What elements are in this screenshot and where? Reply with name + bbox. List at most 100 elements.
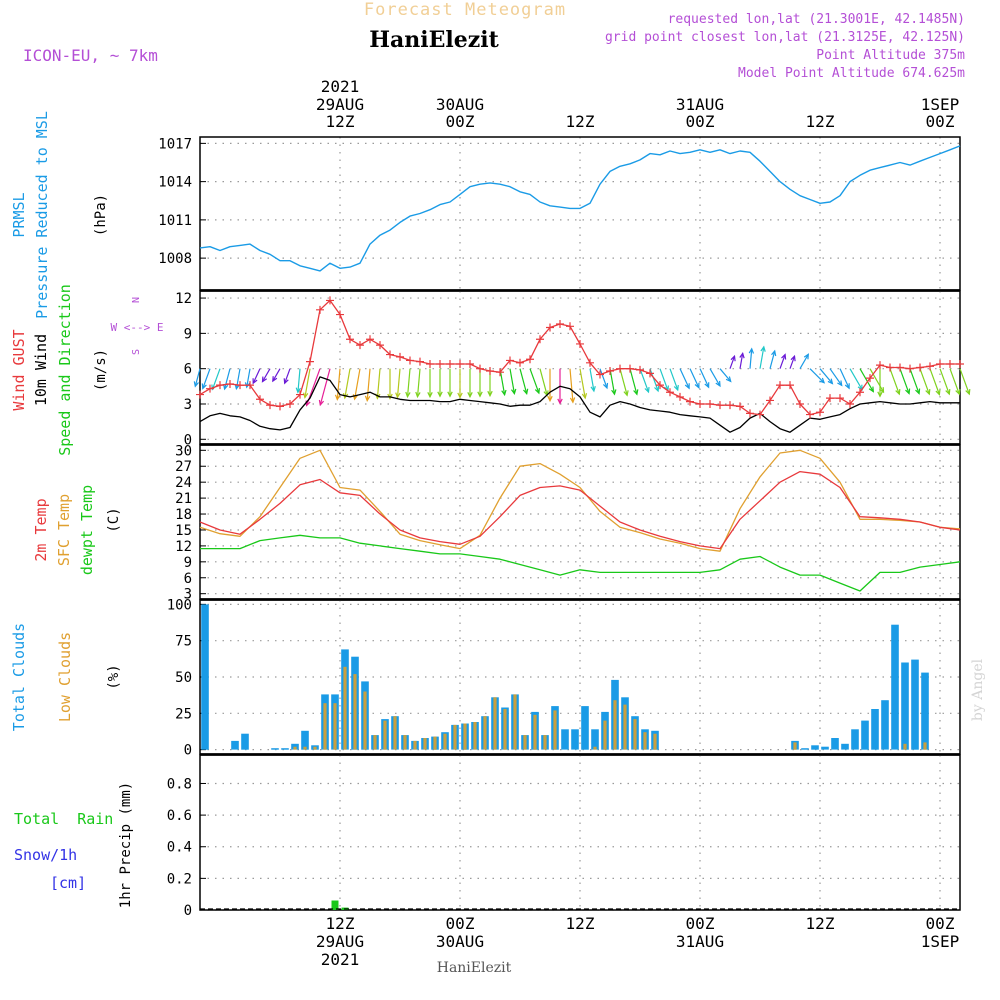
wind-direction-arrow <box>589 368 595 392</box>
wind-arrow-head <box>437 391 443 398</box>
wind-gust-marker <box>956 359 964 368</box>
wind-direction-arrow <box>889 368 900 395</box>
wind-direction-arrow <box>659 368 669 391</box>
y-tick-label: 75 <box>175 634 192 650</box>
wind-gust-marker <box>826 394 834 403</box>
wind-arrow-head <box>557 398 563 405</box>
wind-arrow-head <box>803 353 809 360</box>
wind-arrow-head <box>252 378 258 385</box>
wind-arrow-head <box>623 390 629 397</box>
wind-gust-marker <box>746 409 754 418</box>
wind-gust-marker <box>506 356 514 365</box>
total-clouds-bar <box>241 733 249 750</box>
low-clouds-bar <box>543 735 547 750</box>
wind-direction-arrow <box>223 368 231 390</box>
low-clouds-bar <box>653 733 657 750</box>
wind-gust-marker <box>776 381 784 390</box>
wind-arrow-head <box>790 354 796 362</box>
wind-arrow-head <box>395 392 401 399</box>
wind-arrow-head <box>334 394 341 401</box>
wind-arrow-head <box>644 387 650 394</box>
wind-gust-marker <box>586 358 594 367</box>
total-clouds-bar <box>861 720 869 750</box>
wind-direction-arrow <box>284 368 291 384</box>
wind-direction-arrow <box>639 368 650 393</box>
y-tick-label: 21 <box>175 491 192 507</box>
low-clouds-bar <box>603 720 607 750</box>
bottom-time-label: 12Z <box>566 914 595 933</box>
pressure-label-short: PRMSL <box>10 192 28 237</box>
wind-direction-arrow <box>336 368 341 400</box>
wind-gust-marker <box>596 370 604 379</box>
wind-gust-marker <box>886 363 894 372</box>
wind-arrow-head <box>581 393 588 400</box>
model-label: ICON-EU, ~ 7km <box>23 46 158 65</box>
wind-arrow-head <box>295 387 302 394</box>
wind-arrow-head <box>611 389 617 396</box>
requested-coords: requested lon,lat (21.3001E, 42.1485N) <box>668 12 965 27</box>
wind-gust-marker <box>906 364 914 373</box>
wind-arrow-head <box>819 377 826 384</box>
wind-gust-marker <box>646 369 654 378</box>
pressure-label-long: Pressure Reduced to MSL <box>33 111 51 319</box>
low-clouds-bar <box>633 719 637 750</box>
y-tick-label: 0 <box>184 743 192 759</box>
top-time-label: 12Z <box>806 112 835 131</box>
low-clouds-bar <box>363 691 367 750</box>
wind-gust-marker <box>856 388 864 397</box>
wind-gust-marker <box>496 368 504 377</box>
wind-direction-arrow <box>519 368 528 394</box>
low-clouds-bar <box>483 716 487 750</box>
wind-direction-arrow <box>689 368 700 388</box>
wind-arrow-head <box>905 388 911 395</box>
total-clouds-bar <box>821 746 829 750</box>
wind-direction-arrow <box>859 368 874 392</box>
low-clouds-bar <box>383 720 387 750</box>
panel-frame <box>199 599 961 755</box>
y-tick-label: 12 <box>175 539 192 555</box>
y-tick-label: 6 <box>184 362 192 378</box>
wind-gust-marker <box>316 305 324 314</box>
wind-gust-marker <box>526 355 534 364</box>
clouds-unit: (%) <box>106 664 122 689</box>
top-time-label: 00Z <box>446 112 475 131</box>
top-date-label: 29AUG <box>316 95 364 114</box>
wind-gust-marker <box>636 365 644 374</box>
wind-arrow-head <box>511 388 517 396</box>
total-clouds-bar <box>301 730 309 750</box>
y-tick-label: 6 <box>184 571 192 587</box>
wind-gust-marker <box>456 359 464 368</box>
y-tick-label: 100 <box>167 597 192 613</box>
wind-arrow-head <box>364 395 371 402</box>
low-clouds-bar <box>453 724 457 750</box>
total-clouds-bar <box>871 709 879 750</box>
wind-gust-marker <box>666 388 674 397</box>
bottom-time-label: 00Z <box>926 914 955 933</box>
wind-arrow-head <box>405 391 411 399</box>
wind-direction-arrow <box>406 368 411 397</box>
wind-arrow-head <box>654 385 660 393</box>
wind-arrow-head <box>501 389 507 397</box>
wind-gust-marker <box>376 341 384 350</box>
bottom-date-label: 31AUG <box>676 932 724 951</box>
top-date-label: 31AUG <box>676 95 724 114</box>
wind-arrow-head <box>877 391 883 398</box>
y-tick-label: 18 <box>175 507 192 523</box>
low-clouds-bar <box>313 746 317 750</box>
wind-direction-arrow <box>211 368 221 390</box>
wind-arrow-head <box>684 383 690 390</box>
wind-gust-marker <box>346 335 354 344</box>
low-clouds-label: Low Clouds <box>56 632 74 722</box>
wind-arrow-head <box>945 389 951 396</box>
wind-arrow-head <box>895 389 901 396</box>
y-tick-label: 24 <box>175 475 192 491</box>
wind-gust-marker <box>416 357 424 366</box>
wind-arrow-head <box>715 380 721 388</box>
top-time-label: 12Z <box>326 112 355 131</box>
wind-direction-arrow <box>719 368 732 382</box>
wind-unit: (m/s) <box>93 349 109 391</box>
wind-arrow-head <box>569 397 576 404</box>
total-clouds-bar <box>841 743 849 750</box>
wind-direction-arrow <box>252 368 261 384</box>
